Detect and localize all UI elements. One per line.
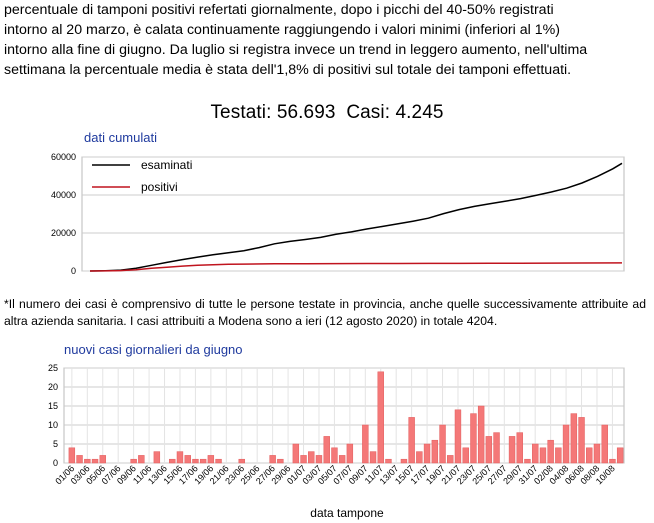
tested-total: Testati: 56.693 — [210, 102, 336, 123]
bar — [516, 432, 523, 464]
cumulative-chart: dati cumulati 0 20000 40000 60000 esaminati po… — [51, 130, 625, 276]
bar — [338, 455, 346, 464]
y-tick-label: 20000 — [51, 228, 76, 238]
bar — [586, 447, 593, 464]
bar — [532, 443, 539, 464]
bar — [331, 447, 338, 464]
intro-paragraph: percentuale di tamponi positivi refertat… — [4, 0, 638, 80]
bar — [539, 447, 547, 464]
intro-line: intorno alla fine di giugno. Da luglio s… — [4, 42, 588, 58]
legend-label: esaminati — [141, 158, 192, 172]
intro-line: intorno al 20 marzo, è calata continuame… — [4, 22, 560, 38]
y-tick-label: 40000 — [51, 190, 76, 200]
bar — [207, 455, 215, 464]
bar — [431, 439, 439, 464]
cases-total: Casi: 4.245 — [346, 102, 444, 123]
bar — [292, 443, 300, 464]
bar — [423, 443, 431, 464]
bar — [547, 439, 554, 464]
chart-title: nuovi casi giornalieri da giugno — [64, 342, 243, 357]
series-line-esaminati — [89, 162, 623, 272]
plot-frame — [81, 156, 625, 272]
y-tick-label: 60000 — [51, 152, 76, 162]
y-tick-label: 0 — [71, 266, 76, 276]
bar — [169, 458, 176, 464]
bar — [369, 451, 377, 464]
bar — [508, 436, 516, 464]
bar — [184, 455, 191, 464]
bar — [138, 455, 145, 464]
series-line-positivi — [89, 262, 623, 272]
bar — [176, 451, 184, 464]
y-tick-label: 5 — [53, 439, 58, 449]
legend-label: positivi — [141, 180, 178, 194]
bar — [470, 413, 477, 464]
bar — [153, 451, 161, 464]
bar — [400, 458, 408, 464]
y-tick-label: 20 — [48, 382, 58, 392]
bar — [408, 417, 415, 464]
intro-line: percentuale di tamponi positivi refertat… — [4, 2, 554, 18]
bar — [91, 458, 99, 464]
bar — [215, 458, 222, 464]
x-axis-label: data tampone — [310, 506, 384, 520]
bar — [300, 455, 307, 464]
bar — [609, 458, 616, 464]
daily-cases-chart: nuovi casi giornalieri da giugno 0 5 10 15 20… — [48, 342, 625, 520]
bar — [578, 417, 585, 464]
bar — [454, 409, 462, 464]
headline-totals: Testati: 56.693 Casi: 4.245 — [0, 102, 654, 124]
bar — [601, 424, 608, 464]
chart-title: dati cumulati — [84, 130, 157, 145]
bar — [130, 458, 137, 464]
bar — [562, 424, 570, 464]
bar — [238, 458, 245, 464]
bar — [462, 447, 469, 464]
bar — [76, 455, 83, 464]
bar — [84, 458, 91, 464]
bar — [308, 451, 315, 464]
y-tick-label: 25 — [48, 363, 58, 373]
intro-line: settimana la percentuale media è stata d… — [4, 62, 572, 78]
bar — [485, 436, 493, 464]
bar — [315, 455, 323, 464]
y-tick-label: 10 — [48, 420, 58, 430]
bar — [362, 424, 369, 464]
bar — [416, 451, 423, 464]
bar — [570, 413, 578, 464]
bar — [192, 458, 199, 464]
bar — [199, 458, 207, 464]
bar — [385, 458, 392, 464]
bar — [477, 405, 485, 464]
bar — [555, 447, 562, 464]
bar — [493, 432, 500, 464]
bar — [524, 458, 531, 464]
bar — [616, 447, 624, 464]
bar — [277, 458, 284, 464]
bar — [99, 455, 106, 464]
footnote: *Il numero dei casi è comprensivo di tut… — [4, 297, 646, 328]
bar — [447, 455, 454, 464]
bar — [439, 424, 446, 464]
bar — [323, 436, 330, 464]
bar — [377, 371, 384, 464]
bar — [346, 443, 354, 464]
bar — [68, 447, 76, 464]
y-tick-label: 0 — [53, 458, 58, 468]
bar — [593, 443, 601, 464]
bar — [269, 455, 276, 464]
y-tick-label: 15 — [48, 401, 58, 411]
